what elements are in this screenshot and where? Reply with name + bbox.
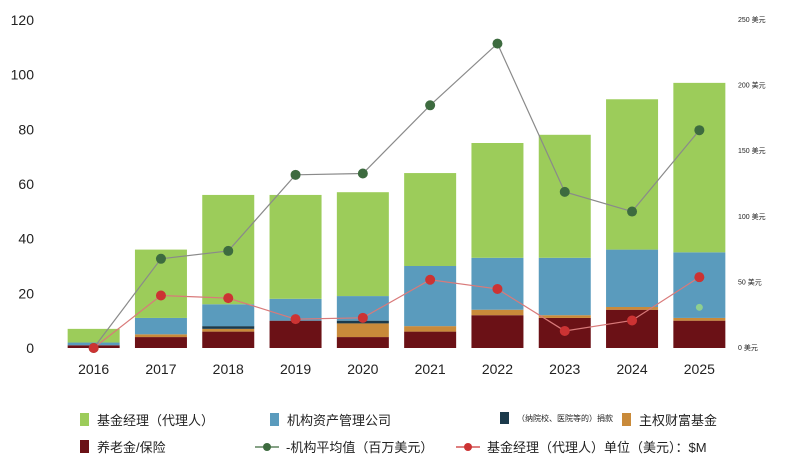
- legend-item-fund-manager: 基金经理（代理人）: [80, 410, 214, 429]
- bar-segment: [202, 304, 255, 327]
- legend-label-pension: 养老金/保险: [97, 440, 166, 455]
- y2-tick-label: 250 美元: [738, 15, 766, 24]
- legend-label-fm-unit: 基金经理（代理人）单位（美元）：$M: [487, 440, 707, 455]
- fm-unit-point: [425, 274, 436, 285]
- fund-manager-swatch: [80, 413, 89, 426]
- legend-item-inst-avg: -机构平均值（百万美元）: [254, 437, 433, 456]
- bar-segment: [134, 337, 187, 348]
- extra-point: [695, 303, 703, 311]
- legend-item-sovereign: 主权财富基金: [622, 410, 717, 429]
- fm-unit-line-icon: [456, 442, 480, 451]
- bar-segment: [134, 334, 187, 338]
- fm-unit-point: [223, 293, 234, 304]
- x-tick-label: 2023: [549, 361, 580, 377]
- y-tick-label: 0: [26, 340, 34, 356]
- bar-segment: [134, 317, 187, 335]
- x-tick-label: 2021: [415, 361, 446, 377]
- legend-label-sovereign: 主权财富基金: [639, 413, 718, 428]
- x-tick-label: 2016: [78, 361, 109, 377]
- fm-unit-point: [627, 315, 638, 326]
- bar-segment: [606, 307, 659, 310]
- inst-avg-point: [492, 38, 503, 49]
- bar-segment: [673, 320, 726, 348]
- inst-avg-point: [223, 245, 234, 256]
- x-tick-label: 2022: [482, 361, 513, 377]
- legend-item-pension: 养老金/保险: [80, 437, 166, 456]
- fm-unit-point: [155, 290, 166, 301]
- y-tick-label: 40: [18, 231, 34, 247]
- legend-item-endowment: （纳院校、医院等的）捐款: [500, 412, 613, 424]
- y-tick-label: 20: [18, 285, 34, 301]
- pension-swatch: [80, 440, 89, 453]
- bar-segment: [606, 99, 659, 250]
- bar-segment: [202, 331, 255, 348]
- legend: 基金经理（代理人） 机构资产管理公司 （纳院校、医院等的）捐款 主权财富基金 养…: [0, 400, 800, 460]
- x-tick-label: 2018: [213, 361, 244, 377]
- chart-svg: 0 20 40 60 80 100 120 0 美元 50 美元 100 美元 150 美元 200 …: [11, 12, 766, 377]
- bar-segment: [471, 315, 524, 348]
- inst-avg-point: [290, 169, 301, 180]
- bar-segment: [336, 323, 389, 338]
- fm-unit-point: [357, 312, 368, 323]
- bar-segment: [336, 337, 389, 348]
- bar-segment: [673, 317, 726, 321]
- legend-item-fm-unit: 基金经理（代理人）单位（美元）：$M: [455, 437, 707, 456]
- endowment-swatch: [500, 412, 509, 424]
- fm-unit-point: [492, 283, 503, 294]
- y2-tick-label: 100 美元: [738, 212, 766, 221]
- inst-avg-point: [627, 206, 638, 217]
- y-tick-label: 120: [11, 12, 35, 28]
- bar-segment: [538, 257, 591, 316]
- inst-avg-line-icon: [255, 442, 279, 451]
- y2-tick-label: 200 美元: [738, 81, 766, 90]
- bar-segment: [471, 143, 524, 258]
- bar-segment: [67, 328, 120, 343]
- bar-segment: [202, 326, 255, 329]
- bar-segment: [471, 309, 524, 316]
- bar-segment: [404, 331, 457, 348]
- bar-segment: [336, 192, 389, 297]
- bar-segment: [673, 82, 726, 253]
- fm-unit-point: [559, 325, 570, 336]
- x-tick-label: 2024: [616, 361, 647, 377]
- fm-unit-point: [88, 343, 99, 353]
- inst-avg-point: [425, 100, 436, 111]
- inst-avg-point: [357, 168, 368, 179]
- sovereign-swatch: [622, 413, 631, 426]
- fm-unit-line: [93, 276, 700, 349]
- bar-segment: [606, 249, 659, 307]
- y-tick-label: 80: [18, 121, 34, 137]
- y-tick-label: 100: [11, 67, 35, 83]
- legend-label-inst-avg: -机构平均值（百万美元）: [286, 440, 434, 455]
- bar-segment: [269, 320, 322, 348]
- bar-segment: [538, 315, 591, 318]
- inst-avg-point: [155, 253, 166, 264]
- y2-tick-label: 50 美元: [738, 277, 762, 286]
- x-tick-label: 2019: [280, 361, 311, 377]
- fm-unit-point: [290, 314, 301, 325]
- bar-segment: [269, 194, 322, 299]
- legend-label-fund-manager: 基金经理（代理人）: [97, 413, 215, 428]
- y2-tick-label: 0 美元: [738, 343, 758, 352]
- bar-segment: [404, 173, 457, 266]
- y-tick-label: 60: [18, 176, 34, 192]
- legend-label-endowment: （纳院校、医院等的）捐款: [517, 413, 613, 423]
- bar-segment: [471, 257, 524, 310]
- legend-item-asset-mgmt: 机构资产管理公司: [270, 410, 391, 429]
- legend-label-asset-mgmt: 机构资产管理公司: [287, 413, 392, 428]
- inst-avg-line: [93, 42, 700, 349]
- bar-segment: [404, 326, 457, 332]
- x-tick-label: 2017: [145, 361, 176, 377]
- chart-area: 0 20 40 60 80 100 120 0 美元 50 美元 100 美元 150 美元 200 …: [11, 12, 766, 377]
- bar-segment: [202, 328, 255, 332]
- inst-avg-point: [559, 186, 570, 197]
- asset-mgmt-swatch: [270, 413, 279, 426]
- y2-tick-label: 150 美元: [738, 146, 766, 155]
- x-tick-label: 2020: [347, 361, 378, 377]
- fm-unit-point: [694, 272, 705, 283]
- x-tick-label: 2025: [684, 361, 715, 377]
- inst-avg-point: [694, 125, 705, 136]
